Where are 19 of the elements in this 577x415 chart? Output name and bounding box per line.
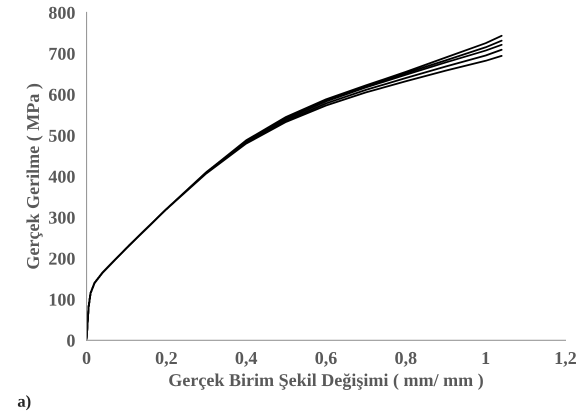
y-tick-label: 300 [49,212,75,224]
y-tick-label: 0 [67,334,75,347]
y-tick-label: 800 [48,6,75,19]
y-tick-label: 400 [48,170,75,183]
y-axis-title: Gerçek Gerilme ( MPa ) [26,84,43,269]
y-tick-label: 600 [48,88,75,101]
x-tick-label: 1 [482,352,490,364]
x-tick-label: 1,2 [556,352,576,367]
y-tick-label: 500 [49,130,75,142]
x-tick-label: 0,6 [315,352,337,367]
y-tick-label: 100 [50,294,75,306]
y-tick-label: 700 [49,48,75,60]
x-tick-label: 0,8 [395,352,417,367]
x-axis-title: Gerçek Birim Şekil Değişimi ( mm/ mm ) [169,373,483,390]
y-tick-label: 200 [49,252,75,265]
text: a) [18,395,30,410]
x-tick-label: 0,2 [156,352,177,367]
x-tick-label: 0,4 [236,352,258,367]
x-tick-label: 0 [82,352,90,364]
